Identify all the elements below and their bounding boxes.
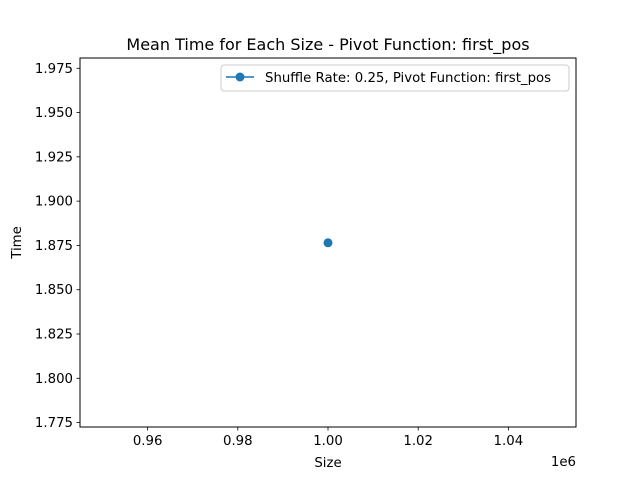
- legend-box: [220, 64, 570, 92]
- legend-series-label: Shuffle Rate: 0.25, Pivot Function: firs…: [265, 71, 551, 86]
- y-tick-label: 1.875: [35, 239, 73, 254]
- y-tick-label: 1.900: [35, 195, 73, 210]
- x-tick-label: 0.96: [133, 434, 163, 449]
- x-axis-label: Size: [314, 456, 341, 471]
- y-tick-label: 1.850: [35, 283, 73, 298]
- legend-marker-swatch: [235, 72, 245, 82]
- y-axis-label: Time: [10, 226, 25, 260]
- y-tick-label: 1.950: [35, 106, 73, 121]
- y-tick-label: 1.825: [35, 327, 73, 342]
- x-axis-offset-label: 1e6: [551, 455, 576, 470]
- x-tick-label: 1.02: [403, 434, 433, 449]
- series-layer: [323, 238, 333, 248]
- y-axis-ticks: 1.775 1.800 1.825 1.850 1.875 1.900 1.925 1.950…: [35, 62, 80, 431]
- x-axis-ticks: 0.96 0.98 1.00 1.02 1.04: [133, 427, 523, 449]
- y-tick-label: 1.925: [35, 150, 73, 165]
- y-tick-label: 1.800: [35, 372, 73, 387]
- y-tick-label: 1.775: [35, 416, 73, 431]
- chart-title: Mean Time for Each Size - Pivot Function…: [126, 35, 529, 55]
- y-tick-label: 1.975: [35, 62, 73, 77]
- x-tick-label: 1.04: [494, 434, 524, 449]
- x-tick-label: 1.00: [313, 434, 343, 449]
- x-tick-label: 0.98: [223, 434, 253, 449]
- data-point: [323, 238, 333, 248]
- legend: Shuffle Rate: 0.25, Pivot Function: firs…: [220, 64, 570, 92]
